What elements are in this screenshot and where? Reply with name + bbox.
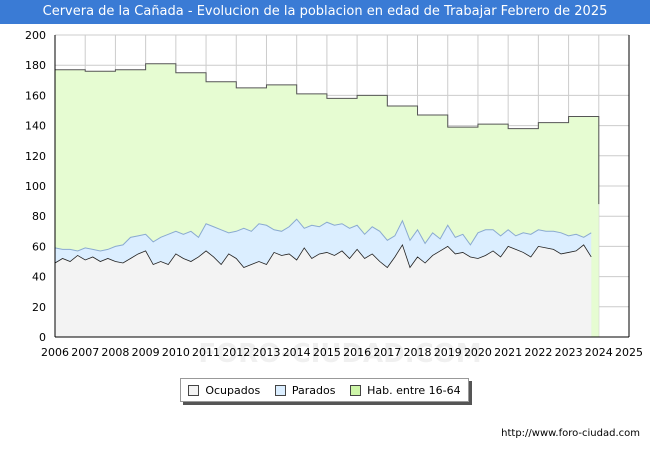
series-layer: [54, 63, 600, 337]
legend-label-parados: Parados: [291, 383, 336, 397]
legend: Ocupados Parados Hab. entre 16-64: [180, 378, 469, 402]
y-tick-label-200: 200: [25, 29, 46, 42]
x-tick-label-2010: 2010: [162, 346, 190, 359]
legend-item-parados: Parados: [274, 383, 336, 397]
y-tick-label-160: 160: [25, 89, 46, 102]
y-tick-label-140: 140: [25, 120, 46, 133]
series-ocupados-area: [55, 244, 592, 337]
x-tick-label-2020: 2020: [464, 346, 492, 359]
series-ocupados-line: [54, 243, 592, 269]
x-tick-label-2014: 2014: [283, 346, 311, 359]
x-tick-label-2017: 2017: [373, 346, 401, 359]
x-tick-label-2025: 2025: [615, 346, 643, 359]
chart-title: Cervera de la Cañada - Evolucion de la p…: [0, 0, 650, 24]
x-tick-label-2012: 2012: [222, 346, 250, 359]
x-tick-label-2011: 2011: [192, 346, 220, 359]
watermark: FORO-CIUDAD.COM: [198, 339, 481, 364]
x-tick-label-2022: 2022: [524, 346, 552, 359]
legend-label-hab: Hab. entre 16-64: [367, 383, 461, 397]
x-tick-label-2019: 2019: [434, 346, 462, 359]
footer-url[interactable]: http://www.foro-ciudad.com: [501, 428, 640, 439]
x-tick-label-2021: 2021: [494, 346, 522, 359]
series-parados-line: [54, 218, 592, 252]
x-tick-label-2013: 2013: [252, 346, 280, 359]
x-tick-label-2007: 2007: [71, 346, 99, 359]
legend-item-ocupados: Ocupados: [188, 384, 260, 397]
legend-swatch-hab: [350, 384, 362, 396]
y-tick-label-20: 20: [32, 301, 46, 314]
y-tick-label-180: 180: [25, 59, 46, 72]
x-tick-label-2006: 2006: [41, 346, 69, 359]
y-tick-label-80: 80: [32, 210, 46, 223]
y-tick-label-40: 40: [32, 271, 46, 284]
legend-swatch-parados: [274, 384, 286, 396]
series-hab-line: [55, 63, 600, 205]
x-tick-label-2008: 2008: [101, 346, 129, 359]
legend-label-ocupados: Ocupados: [205, 383, 261, 397]
legend-item-hab: Hab. entre 16-64: [350, 384, 461, 397]
y-tick-label-100: 100: [25, 180, 46, 193]
x-tick-label-2018: 2018: [404, 346, 432, 359]
x-tick-label-2016: 2016: [343, 346, 371, 359]
chart-area: FORO-CIUDAD.COM 0 20 40 60 80 100 120 140 160 180…: [25, 29, 643, 364]
y-tick-label-0: 0: [39, 331, 46, 344]
x-tick-label-2015: 2015: [313, 346, 341, 359]
x-tick-label-2024: 2024: [585, 346, 613, 359]
x-tick-label-2009: 2009: [132, 346, 160, 359]
legend-swatch-ocupados: [188, 384, 200, 396]
y-tick-label-60: 60: [32, 240, 46, 253]
y-tick-label-120: 120: [25, 150, 46, 163]
x-tick-label-2023: 2023: [555, 346, 583, 359]
